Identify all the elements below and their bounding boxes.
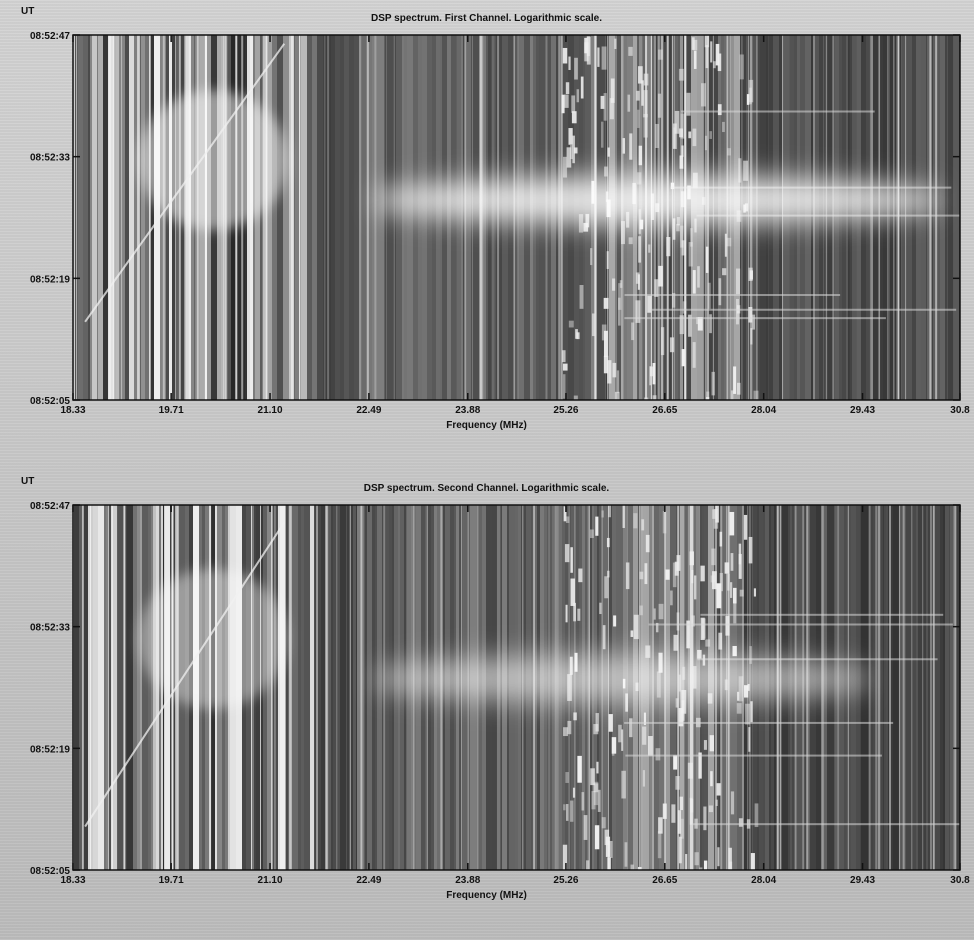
x-tick-label: 25.26 [553, 875, 578, 886]
y-tick-label: 08:52:05 [30, 396, 70, 407]
x-tick-label: 29.43 [850, 405, 875, 416]
x-tick-label: 21.10 [258, 875, 283, 886]
spectrogram-texture [73, 505, 960, 870]
x-axis-label: Frequency (MHz) [446, 420, 527, 431]
y-tick-label: 08:52:05 [30, 866, 70, 877]
y-tick-label: 08:52:19 [30, 274, 70, 285]
y-tick-label: 08:52:47 [30, 501, 70, 512]
x-tick-label: 23.88 [455, 405, 480, 416]
plot-frame [72, 504, 961, 871]
x-axis-label: Frequency (MHz) [446, 890, 527, 901]
x-tick-label: 22.49 [356, 875, 381, 886]
chart-title: DSP spectrum. Second Channel. Logarithmi… [364, 483, 610, 494]
x-tick-label: 26.65 [652, 405, 677, 416]
x-tick-label: 28.04 [751, 875, 776, 886]
y-tick-label: 08:52:47 [30, 31, 70, 42]
y-tick-label: 08:52:33 [30, 623, 70, 634]
x-tick-label: 21.10 [258, 405, 283, 416]
x-tick-label: 29.43 [850, 875, 875, 886]
x-tick-label: 25.26 [553, 405, 578, 416]
x-tick-label: 19.71 [159, 875, 184, 886]
x-tick-label: 19.71 [159, 405, 184, 416]
x-tick-label: 18.33 [60, 405, 85, 416]
x-tick-label: 30.8 [950, 875, 970, 886]
solar-burst [368, 176, 946, 225]
spectrum-panel-second-channel: DSP spectrum. Second Channel. Logarithmi… [0, 470, 974, 940]
spectrogram-texture [73, 35, 960, 400]
x-tick-label: 22.49 [356, 405, 381, 416]
y-tick-label: 08:52:33 [30, 153, 70, 164]
spectrum-chart-first-channel: DSP spectrum. First Channel. Logarithmic… [21, 6, 970, 431]
x-tick-label: 23.88 [455, 875, 480, 886]
y-axis-label: UT [21, 476, 34, 487]
x-tick-label: 28.04 [751, 405, 776, 416]
plot-frame [72, 34, 961, 401]
spectrum-panel-first-channel: DSP spectrum. First Channel. Logarithmic… [21, 6, 970, 431]
drifting-signal-line [84, 521, 286, 828]
spectrum-chart-second-channel: DSP spectrum. Second Channel. Logarithmi… [21, 476, 970, 901]
drifting-signal-line [84, 43, 286, 323]
solar-burst [368, 654, 875, 703]
chart-title: DSP spectrum. First Channel. Logarithmic… [371, 13, 602, 24]
x-tick-label: 18.33 [60, 875, 85, 886]
x-tick-label: 30.8 [950, 405, 970, 416]
x-tick-label: 26.65 [652, 875, 677, 886]
y-axis-label: UT [21, 6, 34, 17]
y-tick-label: 08:52:19 [30, 744, 70, 755]
